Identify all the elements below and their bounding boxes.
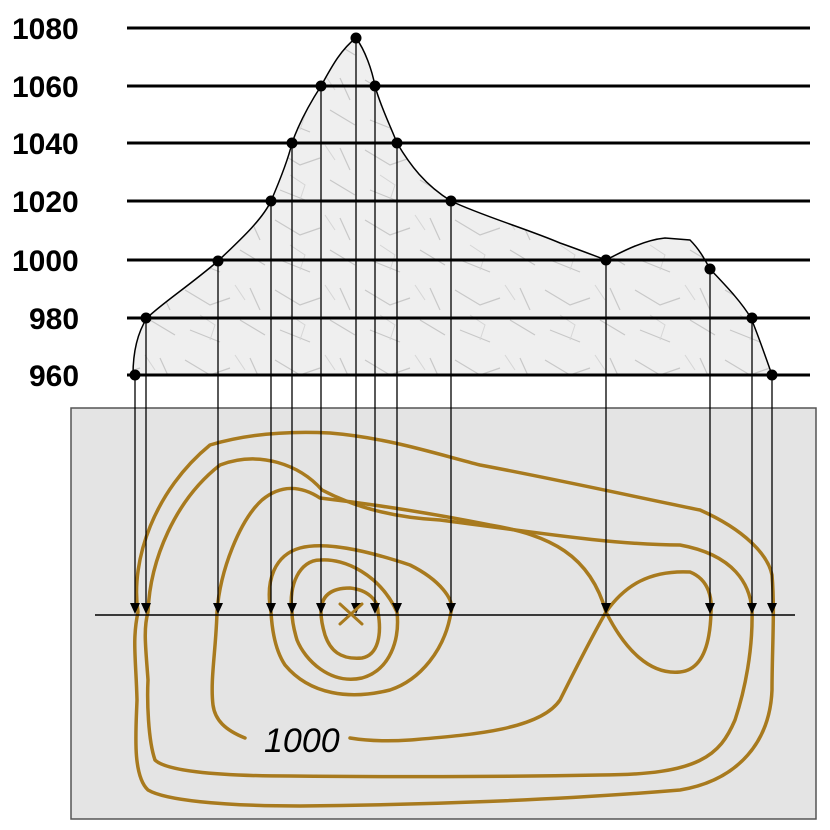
contour-lines [133,430,776,808]
arrowhead-icon [446,603,456,614]
profile-point [286,137,298,149]
arrowhead-icon [370,603,380,614]
contour-line-980 [143,457,754,779]
elevation-label-1020: 1020 [12,186,79,219]
profile-point [600,254,612,266]
summit-cross-icon [338,602,364,626]
elevation-label-1080: 1080 [12,13,79,46]
elevation-label-1040: 1040 [12,128,79,161]
arrowhead-icon [767,603,777,614]
profile-point [129,369,141,381]
arrowhead-icon [266,603,276,614]
projection-lines [134,38,773,606]
contour-value-label: 1000 [264,722,340,760]
elevation-lines [127,26,810,377]
profile-point [766,369,778,381]
arrowhead-icon [141,603,151,614]
arrowhead-icon [130,603,140,614]
arrowhead-icon [747,603,757,614]
profile-point [391,137,403,149]
contour-map-panel [70,407,817,820]
profile-point [212,255,224,267]
projection-arrowheads [130,603,777,614]
arrowhead-icon [392,603,402,614]
terrain-profile [132,36,774,376]
contour-line-1000-right [604,570,713,674]
summit-point [350,32,362,44]
elevation-labels: 1080 1060 1040 1020 1000 980 960 [12,13,79,393]
elevation-label-980: 980 [29,303,79,336]
profile-point [315,80,327,92]
elevation-label-1000: 1000 [12,245,79,278]
profile-point [746,312,758,324]
arrowhead-icon [316,603,326,614]
contour-line-960 [133,430,776,808]
contour-line-1060 [319,586,382,660]
arrowhead-icon [213,603,223,614]
elevation-label-960: 960 [29,360,79,393]
contour-line-1000-left [210,486,608,743]
arrowhead-icon [601,603,611,614]
elevation-label-1060: 1060 [12,71,79,104]
profile-point [265,195,277,207]
profile-point [445,195,457,207]
arrowhead-icon [705,603,715,614]
profile-points [129,32,778,381]
arrowhead-icon [287,603,297,614]
contour-line-1040 [289,558,400,681]
profile-point [140,312,152,324]
profile-point [369,80,381,92]
profile-point [704,263,716,275]
